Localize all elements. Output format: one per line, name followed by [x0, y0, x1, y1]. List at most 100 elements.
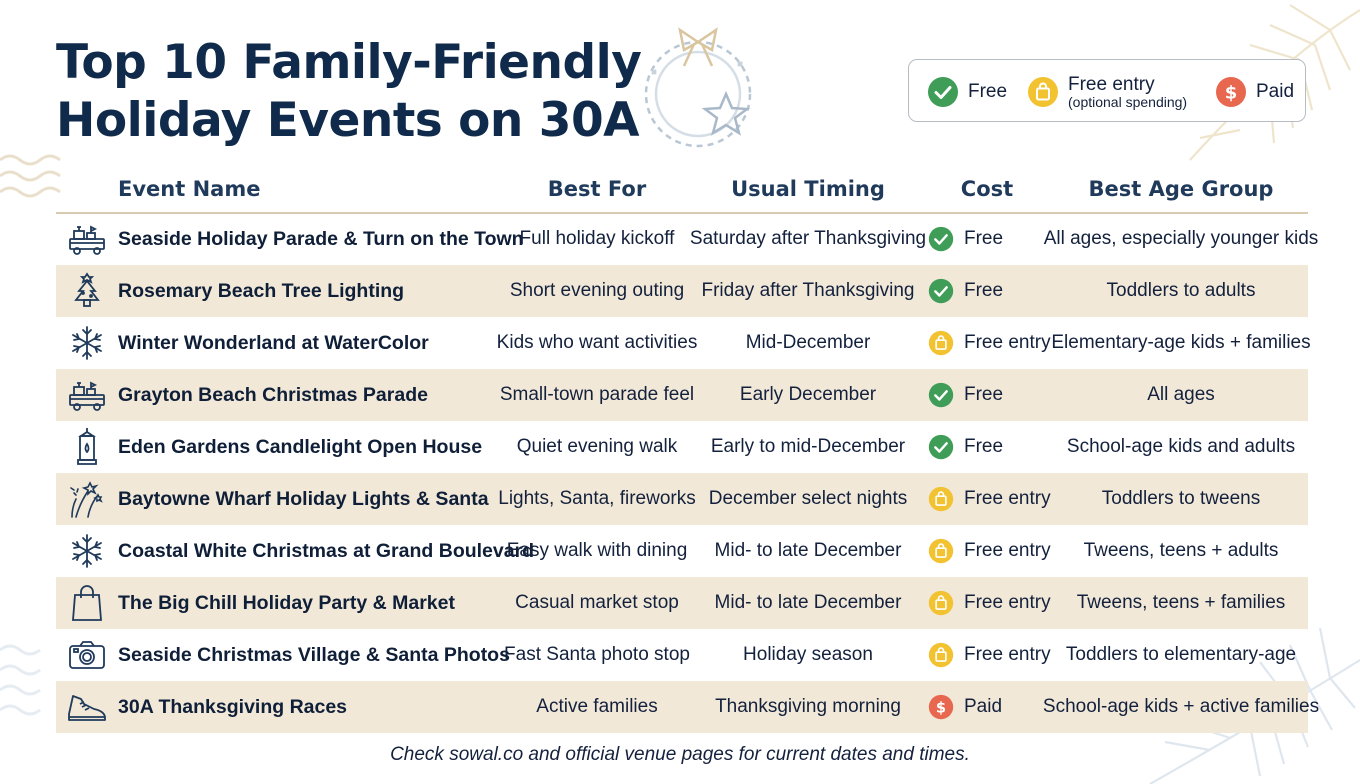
cost: Free entry — [928, 317, 1051, 369]
dollar-circle-icon: $ — [928, 694, 954, 720]
event-name: The Big Chill Holiday Party & Market — [118, 591, 455, 614]
shopping-bag-icon — [72, 585, 102, 621]
camera-icon — [69, 641, 105, 669]
cost-label: Free entry — [964, 644, 1051, 665]
dollar-circle-icon: $ — [1216, 76, 1246, 107]
event-icon-cell — [64, 629, 110, 681]
table-row: The Big Chill Holiday Party & Market Cas… — [56, 577, 1308, 629]
event-name: Winter Wonderland at WaterColor — [118, 331, 429, 354]
cost: Free entry — [928, 525, 1051, 577]
shopping-bag-circle-icon — [928, 330, 954, 356]
best-for: Kids who want activities — [496, 332, 698, 353]
best-for: Full holiday kickoff — [519, 228, 675, 249]
table-row: Eden Gardens Candlelight Open House Quie… — [56, 421, 1308, 473]
shopping-bag-circle-icon — [1028, 76, 1058, 107]
fireworks-icon — [70, 481, 103, 518]
header-divider — [56, 212, 1308, 214]
wave-decoration-icon — [0, 154, 61, 198]
cost-label: Free — [964, 384, 1004, 405]
cost-label: Paid — [964, 696, 1003, 717]
best-for: Short evening outing — [509, 280, 685, 301]
table-row: Rosemary Beach Tree Lighting Short eveni… — [56, 265, 1308, 317]
best-age-group: Elementary-age kids + families — [1051, 332, 1311, 353]
svg-text:$: $ — [936, 699, 946, 716]
snowflake-icon — [72, 534, 102, 568]
event-name: Rosemary Beach Tree Lighting — [118, 279, 405, 302]
cost-label: Free — [964, 436, 1004, 457]
best-age-group: Tweens, teens + families — [1076, 592, 1286, 613]
best-age-group: Toddlers to elementary-age — [1065, 644, 1297, 665]
column-header-age: Best Age Group — [1088, 177, 1274, 201]
shopping-bag-circle-icon — [928, 486, 954, 512]
table-row: Coastal White Christmas at Grand Bouleva… — [56, 525, 1308, 577]
cost-label: Free entry — [964, 540, 1051, 561]
event-name: Baytowne Wharf Holiday Lights & Santa — [118, 487, 489, 510]
column-header-best-for: Best For — [547, 177, 647, 201]
usual-timing: December select nights — [708, 488, 908, 509]
check-circle-icon — [928, 382, 954, 408]
cost: Free entry — [928, 577, 1051, 629]
cost: Free — [928, 213, 1046, 265]
parade-float-icon — [69, 225, 105, 255]
event-icon-cell — [64, 317, 110, 369]
best-for: Easy walk with dining — [506, 540, 688, 561]
usual-timing: Mid- to late December — [714, 592, 902, 613]
usual-timing: Early to mid-December — [710, 436, 906, 457]
page-title: Top 10 Family-Friendly Holiday Events on… — [56, 34, 642, 150]
title-line-1: Top 10 Family-Friendly — [56, 35, 642, 90]
title-line-2: Holiday Events on 30A — [56, 93, 640, 148]
best-for: Small-town parade feel — [499, 384, 695, 405]
table-row: Seaside Christmas Village & Santa Photos… — [56, 629, 1308, 681]
event-name: Grayton Beach Christmas Parade — [118, 383, 428, 406]
event-icon-cell — [64, 681, 110, 733]
event-icon-cell — [64, 525, 110, 577]
legend-paid: $ Paid — [1215, 60, 1294, 123]
column-header-event: Event Name — [118, 177, 261, 201]
best-for: Fast Santa photo stop — [504, 644, 690, 665]
table-row: Baytowne Wharf Holiday Lights & Santa Li… — [56, 473, 1308, 525]
usual-timing: Mid-December — [745, 332, 871, 353]
shopping-bag-circle-icon — [928, 538, 954, 564]
column-header-cost: Cost — [960, 177, 1014, 201]
wave-decoration-icon — [0, 644, 41, 716]
legend-paid-label: Paid — [1256, 80, 1295, 102]
event-name: 30A Thanksgiving Races — [118, 695, 348, 718]
usual-timing: Holiday season — [743, 644, 873, 665]
christmas-tree-icon — [74, 272, 100, 307]
best-age-group: Tweens, teens + adults — [1083, 540, 1279, 561]
legend-free-entry-label: Free entry — [1068, 73, 1155, 95]
cost: Free — [928, 369, 1046, 421]
usual-timing: Early December — [739, 384, 877, 405]
cost: Free — [928, 421, 1046, 473]
usual-timing: Saturday after Thanksgiving — [689, 228, 927, 249]
event-name: Coastal White Christmas at Grand Bouleva… — [118, 539, 535, 562]
event-icon-cell — [64, 473, 110, 525]
cost-label: Free — [964, 280, 1004, 301]
legend-free-entry: Free entry (optional spending) — [1027, 60, 1187, 123]
best-age-group: All ages — [1147, 384, 1215, 405]
event-name: Seaside Holiday Parade & Turn on the Tow… — [118, 227, 524, 250]
snowflake-icon — [72, 326, 102, 360]
event-icon-cell — [64, 369, 110, 421]
check-circle-icon — [928, 76, 958, 107]
event-name: Seaside Christmas Village & Santa Photos — [118, 643, 510, 666]
shopping-bag-circle-icon — [928, 642, 954, 668]
table-row: Grayton Beach Christmas Parade Small-tow… — [56, 369, 1308, 421]
event-name: Eden Gardens Candlelight Open House — [118, 435, 483, 458]
svg-text:$: $ — [1225, 82, 1238, 103]
check-circle-icon — [928, 226, 954, 252]
table-row: Seaside Holiday Parade & Turn on the Tow… — [56, 213, 1318, 265]
best-for: Quiet evening walk — [516, 436, 678, 457]
usual-timing: Mid- to late December — [714, 540, 902, 561]
cost: Free entry — [928, 473, 1051, 525]
shopping-bag-circle-icon — [928, 590, 954, 616]
cost: $ Paid — [928, 681, 1046, 733]
cost-label: Free entry — [964, 592, 1051, 613]
best-for: Lights, Santa, fireworks — [498, 488, 696, 509]
best-age-group: Toddlers to adults — [1106, 280, 1256, 301]
check-circle-icon — [928, 278, 954, 304]
legend-free: Free — [927, 60, 1007, 123]
best-for: Casual market stop — [515, 592, 679, 613]
legend-free-label: Free — [968, 80, 1008, 102]
event-icon-cell — [64, 213, 110, 265]
